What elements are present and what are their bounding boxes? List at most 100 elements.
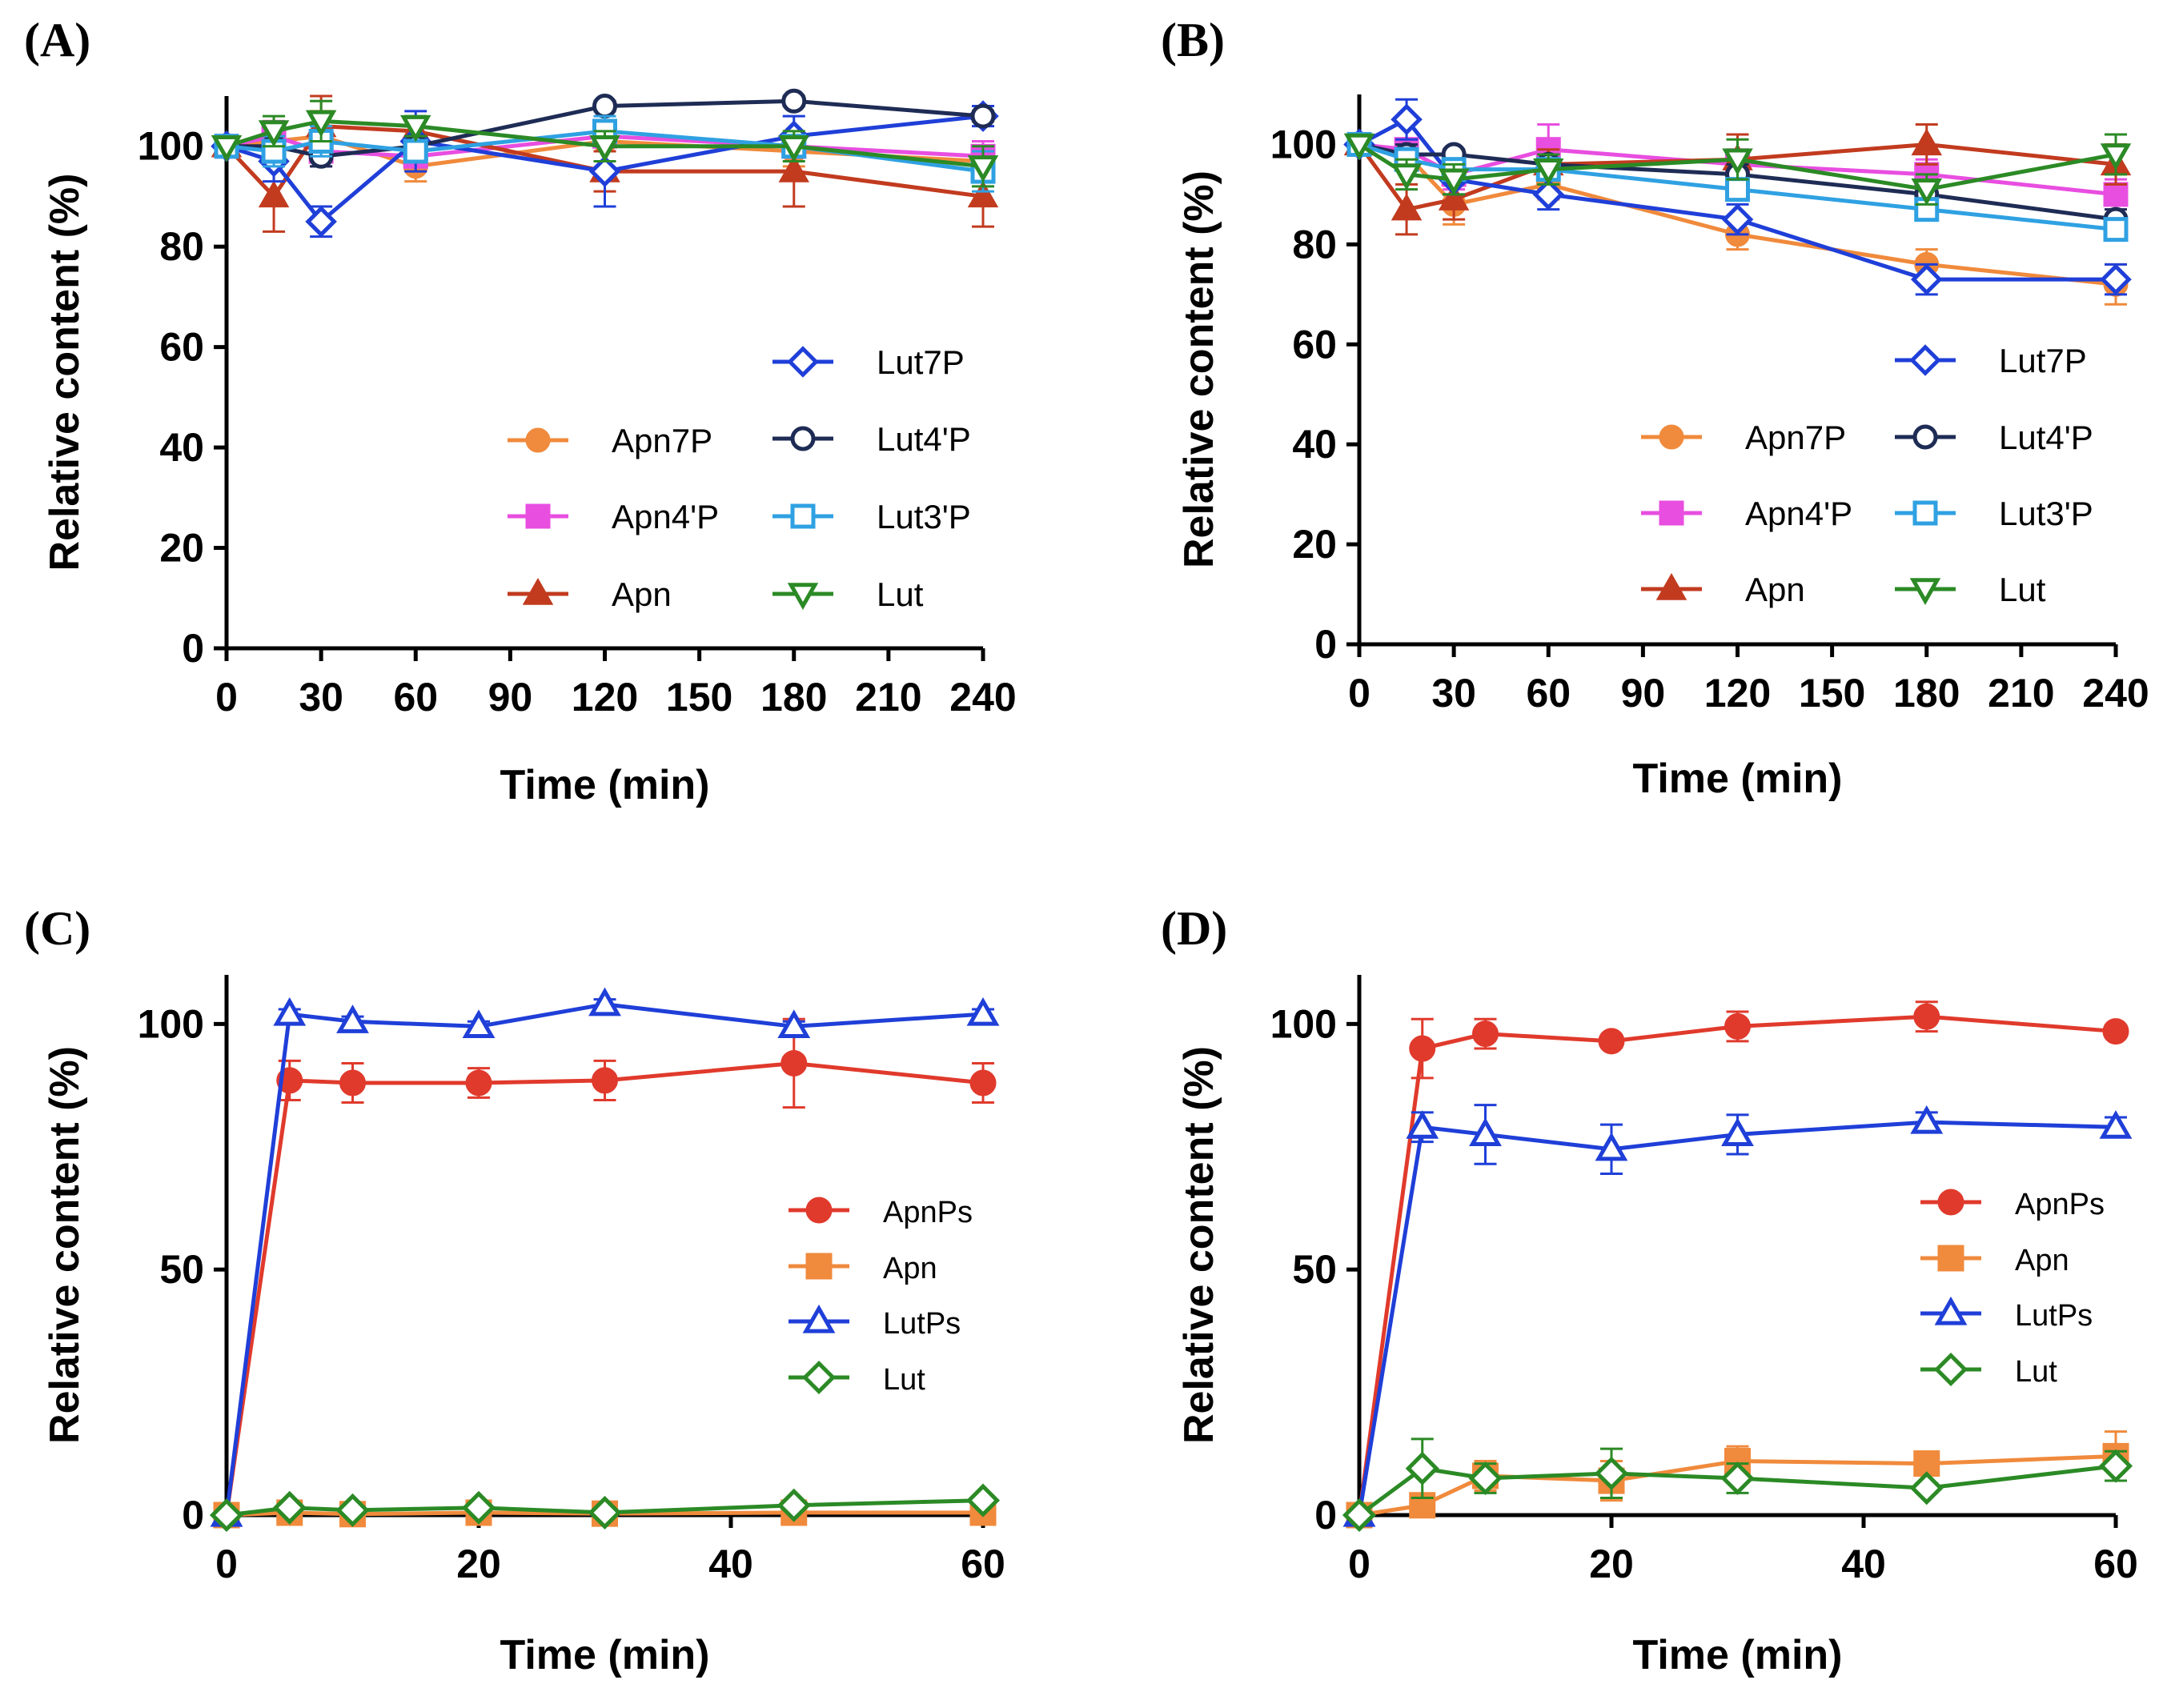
data-point xyxy=(966,996,1000,1026)
data-point xyxy=(305,206,337,238)
legend-label: Lut xyxy=(1999,571,2046,608)
legend-label: Lut7P xyxy=(1999,342,2087,379)
data-point xyxy=(778,155,810,182)
data-point xyxy=(965,1483,1001,1518)
data-point xyxy=(2098,1449,2133,1483)
x-tick-label: 40 xyxy=(1841,1542,1886,1586)
data-point xyxy=(1472,1020,1499,1048)
legend-item-lutps: LutPs xyxy=(1920,1296,2093,1333)
legend-marker xyxy=(1937,1245,1964,1272)
legend-label: Apn4'P xyxy=(1745,495,1852,532)
legend-marker xyxy=(787,583,819,610)
legend-marker xyxy=(1909,344,1941,376)
data-point xyxy=(336,1004,369,1033)
legend-item-lut4-p: Lut4'P xyxy=(1895,419,2093,456)
legend-marker xyxy=(790,426,816,451)
legend: ApnPs Apn LutPs Lut xyxy=(1920,1188,2105,1389)
data-point xyxy=(465,1069,492,1097)
legend-label: Apn xyxy=(2015,1244,2069,1277)
data-point xyxy=(1598,1028,1625,1055)
legend-label: Apn xyxy=(612,575,672,613)
data-point xyxy=(781,88,807,114)
data-point xyxy=(778,135,810,162)
data-point xyxy=(276,1067,303,1094)
legend: Apn7P Apn4'P Apn Lut7P Lut4'P Lut3'P Lut xyxy=(1641,342,2093,608)
data-point xyxy=(777,1488,811,1522)
chart-panel-d: (D) 0 50 100 0 20 40 60 Time (min) Relative conte… xyxy=(1161,902,2138,1678)
x-tick-label: 30 xyxy=(299,675,343,720)
x-tick-label: 240 xyxy=(949,675,1016,720)
y-axis-title: Relative content (%) xyxy=(1176,1046,1222,1444)
x-tick-label: 20 xyxy=(1589,1542,1634,1586)
legend-marker xyxy=(790,503,816,529)
data-point xyxy=(1468,1461,1503,1496)
legend-item-lut7p: Lut7P xyxy=(1895,342,2087,379)
data-point xyxy=(967,155,999,182)
y-tick-label: 50 xyxy=(159,1247,204,1292)
x-tick-label: 30 xyxy=(1431,671,1476,716)
y-axis-title: Relative content (%) xyxy=(1176,170,1222,568)
data-point xyxy=(1409,1035,1436,1062)
y-tick-label: 60 xyxy=(159,325,204,370)
y-axis-title: Relative content (%) xyxy=(42,174,88,571)
data-point xyxy=(272,1490,307,1525)
legend-label: Apn7P xyxy=(1745,419,1846,456)
data-point xyxy=(403,138,428,164)
data-point xyxy=(339,1069,366,1097)
data-point xyxy=(1532,158,1564,186)
data-point xyxy=(1406,1110,1439,1139)
legend-item-lut: Lut xyxy=(773,575,924,613)
legend-marker xyxy=(1933,1352,1968,1387)
data-point xyxy=(209,1498,244,1533)
x-axis-title: Time (min) xyxy=(1633,756,1843,802)
data-point xyxy=(461,1490,496,1525)
data-point xyxy=(1910,1105,1944,1134)
data-point xyxy=(2100,143,2132,170)
data-point xyxy=(1911,128,1943,156)
data-point xyxy=(1342,1498,1377,1533)
series-lut xyxy=(211,99,999,188)
panel-label: (A) xyxy=(24,14,90,66)
legend-item-apn7p: Apn7P xyxy=(1641,419,1846,456)
data-point xyxy=(305,110,337,138)
series-line xyxy=(1357,1014,2117,1516)
legend-label: Lut4'P xyxy=(1999,419,2093,456)
x-tick-label: 0 xyxy=(1348,1542,1370,1586)
data-point xyxy=(1722,148,1753,176)
y-tick-label: 80 xyxy=(1292,222,1337,267)
legend-marker xyxy=(801,1360,837,1395)
legend-item-lut3-p: Lut3'P xyxy=(773,498,971,535)
legend-marker xyxy=(1659,424,1684,450)
x-tick-label: 120 xyxy=(572,675,638,720)
series-lut xyxy=(1342,1437,2133,1533)
data-point xyxy=(2100,263,2132,295)
legend-label: Lut3'P xyxy=(877,498,971,535)
data-point xyxy=(588,1495,622,1530)
x-tick-label: 150 xyxy=(1799,671,1865,716)
panel-label: (D) xyxy=(1161,902,1227,955)
legend-marker xyxy=(1937,1189,1964,1216)
data-point xyxy=(258,120,290,147)
data-point xyxy=(1910,263,1943,295)
data-point xyxy=(258,180,290,208)
y-tick-label: 40 xyxy=(1292,422,1337,467)
data-point xyxy=(462,1009,496,1039)
data-point xyxy=(1438,168,1470,196)
legend-item-apnps: ApnPs xyxy=(789,1196,973,1229)
data-point xyxy=(1725,177,1750,202)
data-point xyxy=(1913,1003,1940,1030)
data-point xyxy=(1594,1456,1629,1490)
data-point xyxy=(592,94,617,119)
data-point xyxy=(1909,1471,1944,1506)
data-point xyxy=(399,114,431,142)
legend-item-lut: Lut xyxy=(1895,571,2046,608)
legend-marker xyxy=(1909,578,1941,605)
y-tick-label: 100 xyxy=(1270,1001,1337,1046)
y-tick-label: 0 xyxy=(1314,1493,1337,1538)
data-point xyxy=(2103,182,2129,207)
data-point xyxy=(1405,1451,1439,1485)
legend-item-lutps: LutPs xyxy=(789,1304,961,1341)
legend-item-apn4-p: Apn4'P xyxy=(1641,495,1852,532)
legend-marker xyxy=(805,1253,833,1280)
